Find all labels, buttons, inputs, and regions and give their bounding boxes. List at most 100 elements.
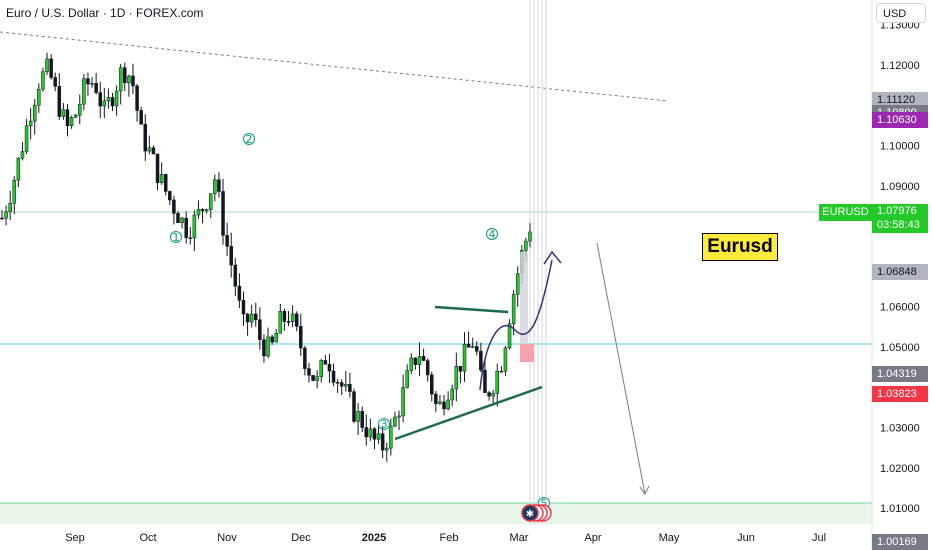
current-price-label: 1.07976 03:58:43 — [872, 204, 928, 233]
candle-body — [282, 311, 287, 322]
time-tick-2: Nov — [217, 532, 237, 544]
candle-body — [311, 375, 315, 381]
wave-label-2: 2 — [246, 133, 253, 146]
candle-body — [4, 211, 8, 219]
candle-body — [176, 213, 180, 223]
wave-labels: 1 2 3 4 5 — [170, 133, 550, 510]
candle-body — [339, 382, 344, 387]
candle-body — [24, 125, 29, 152]
bar-countdown: 03:58:43 — [877, 219, 920, 231]
candle-body — [229, 246, 233, 266]
downtrend-line — [0, 31, 669, 102]
candle-body — [184, 217, 188, 238]
candle-body — [237, 285, 242, 301]
candle-body — [98, 92, 102, 107]
price-label-5: 1.04319 — [872, 366, 928, 383]
candle-body — [466, 343, 471, 348]
candle-body — [114, 90, 119, 107]
candle-body — [118, 67, 123, 92]
candle-body — [442, 401, 446, 410]
wave-label-4: 4 — [489, 228, 496, 241]
candle-body — [204, 209, 209, 212]
candle-body — [499, 370, 504, 373]
candle-body — [511, 294, 516, 325]
candle-body — [0, 217, 4, 220]
candle-body — [413, 357, 418, 365]
candle-body — [196, 209, 201, 216]
candle-body — [45, 58, 49, 73]
price-label-2: 1.10630 — [872, 112, 928, 129]
candle-body — [487, 392, 491, 397]
candle-body — [364, 427, 369, 438]
candle-body — [16, 157, 21, 181]
price-tick-2: 1.10000 — [880, 140, 920, 152]
candle-body — [503, 347, 508, 372]
note-label[interactable]: Eurusd — [702, 233, 778, 261]
candle-body — [323, 360, 328, 365]
candle-body — [454, 365, 459, 390]
candle-body — [12, 179, 17, 204]
candle-body — [446, 399, 450, 410]
time-tick-4: 2025 — [362, 532, 386, 544]
price-tick-8: 1.01000 — [880, 503, 920, 515]
candle-body — [180, 217, 184, 223]
candle-body — [151, 147, 156, 155]
candle-body — [507, 323, 512, 349]
wave-label-1: 1 — [173, 231, 180, 244]
time-tick-6: Mar — [510, 532, 529, 544]
time-tick-0: Sep — [65, 532, 85, 544]
candle-body — [53, 77, 57, 87]
candle-body — [213, 179, 217, 194]
candle-body — [384, 447, 389, 451]
candle-body — [409, 357, 414, 371]
candle-body — [348, 383, 352, 392]
price-tick-4: 1.06000 — [880, 302, 920, 314]
price-axis-ticks: 1.130001.120001.100001.090001.060001.050… — [880, 20, 920, 516]
candle-body — [200, 209, 205, 212]
candle-body — [172, 199, 176, 214]
candle-body — [143, 124, 148, 152]
candle-body — [61, 109, 66, 117]
bearish-arrowhead — [639, 485, 650, 495]
candle-body — [159, 174, 164, 183]
candle-body — [69, 117, 74, 126]
current-price-value: 1.07976 — [877, 205, 917, 217]
candle-body — [41, 71, 45, 90]
candle-body — [28, 120, 33, 127]
event-markers[interactable]: ✱ — [521, 504, 552, 522]
price-label-0: 1.11120 — [872, 92, 928, 109]
candle-body — [221, 191, 225, 236]
candle-body — [479, 350, 483, 371]
candle-body — [380, 433, 385, 451]
candle-body — [515, 273, 520, 295]
time-tick-9: Jun — [737, 532, 755, 544]
candle-body — [110, 97, 115, 107]
candle-body — [425, 360, 430, 376]
candle-body — [131, 75, 135, 87]
candle-body — [270, 336, 274, 343]
candle-body — [327, 364, 332, 372]
candle-body — [155, 153, 160, 183]
candle-body — [249, 313, 254, 323]
vertical-lines — [529, 0, 547, 524]
symbol-tag: EURUSD — [819, 204, 872, 221]
candle-body — [335, 382, 340, 384]
candle-body — [397, 415, 401, 418]
candle-body — [188, 237, 193, 239]
wave-label-3: 3 — [381, 418, 388, 431]
candle-body — [352, 391, 356, 422]
candle-body — [458, 365, 463, 372]
time-tick-8: May — [659, 532, 680, 544]
candle-body — [57, 86, 62, 117]
time-tick-1: Oct — [139, 532, 156, 544]
candle-body — [299, 326, 303, 349]
time-tick-7: Apr — [584, 532, 601, 544]
currency-selector[interactable]: USD — [876, 3, 926, 23]
time-tick-10: Jul — [812, 532, 826, 544]
candle-body — [360, 411, 364, 428]
candle-body — [208, 193, 213, 210]
wave-label-5: 5 — [541, 497, 548, 510]
bullish-projection-arrow — [479, 259, 553, 391]
candle-body — [294, 313, 299, 327]
